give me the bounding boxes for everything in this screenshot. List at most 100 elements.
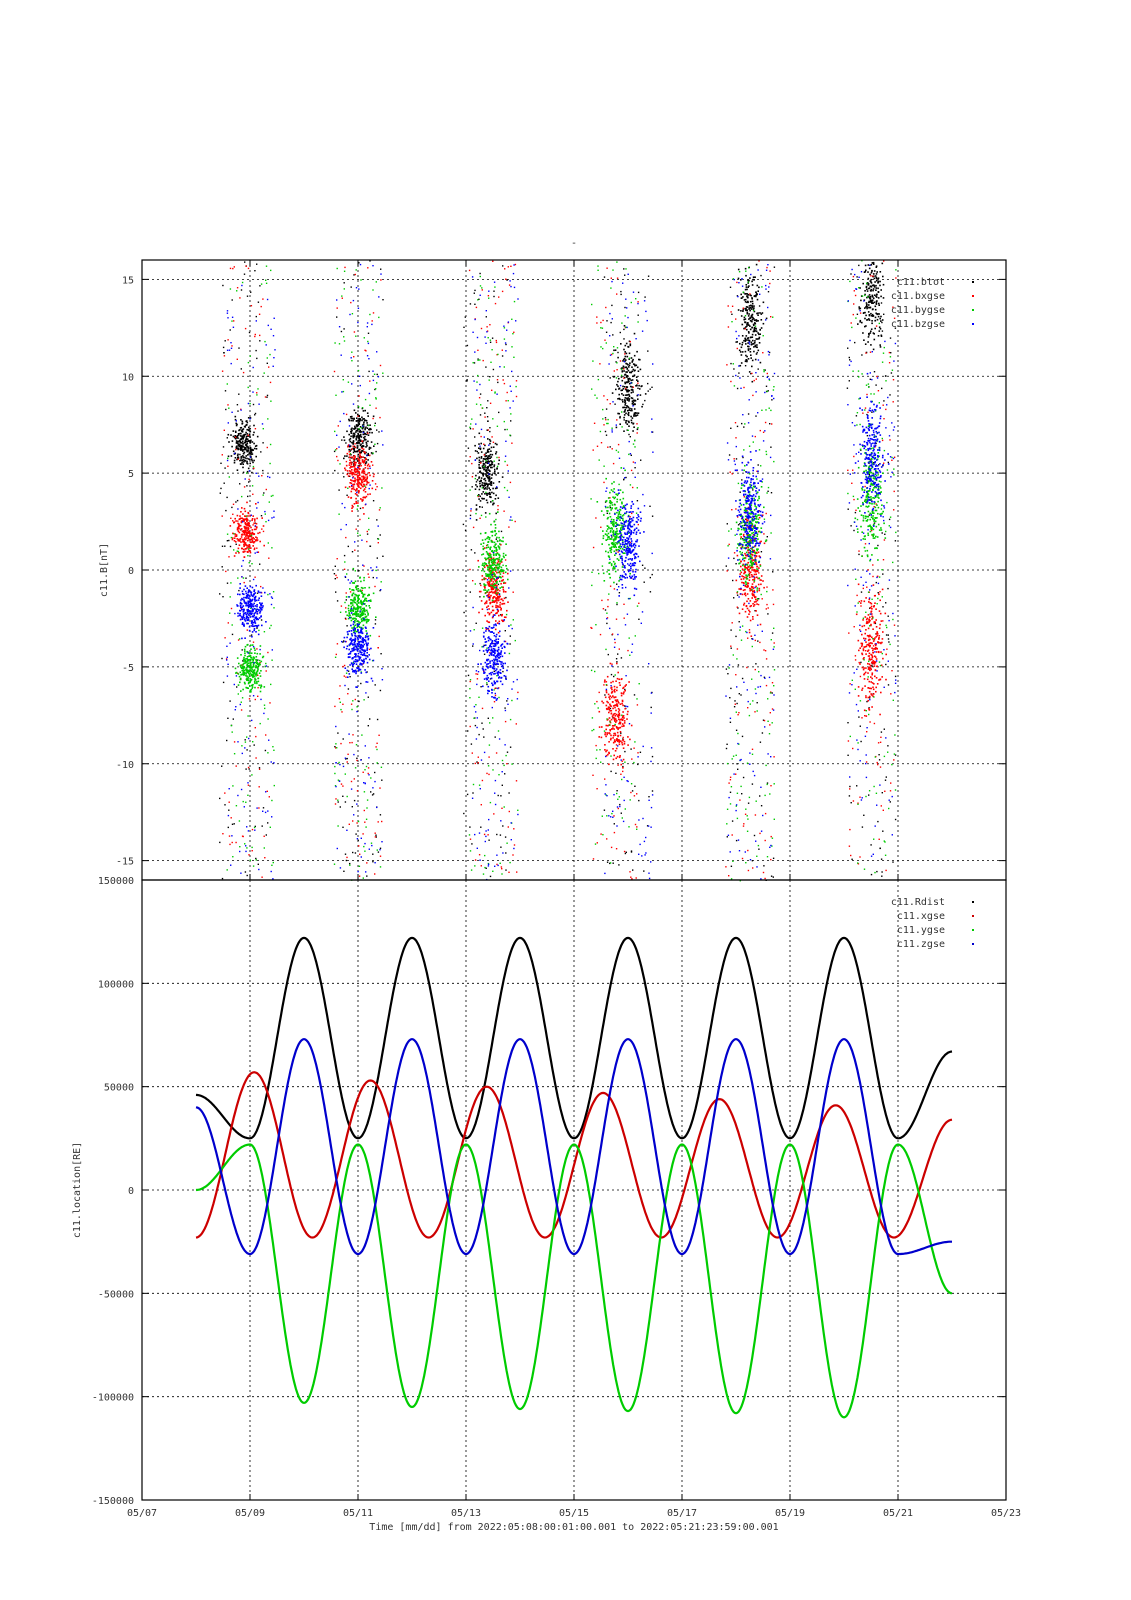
data-point bbox=[749, 294, 751, 296]
data-point bbox=[850, 273, 852, 275]
data-point bbox=[224, 804, 226, 806]
data-point bbox=[859, 312, 862, 314]
data-point bbox=[498, 599, 500, 601]
data-point bbox=[735, 508, 737, 510]
data-point bbox=[871, 656, 874, 658]
data-point bbox=[739, 573, 741, 575]
data-point bbox=[261, 825, 263, 827]
data-point bbox=[749, 325, 751, 327]
data-point bbox=[247, 530, 250, 533]
data-point bbox=[341, 295, 343, 297]
data-point bbox=[866, 296, 868, 299]
data-point bbox=[239, 442, 242, 444]
data-point bbox=[361, 500, 364, 502]
data-point bbox=[254, 547, 256, 549]
data-point bbox=[873, 284, 875, 286]
data-point bbox=[258, 662, 261, 665]
data-point bbox=[252, 493, 254, 495]
data-point bbox=[866, 621, 868, 623]
data-point bbox=[631, 512, 633, 515]
data-point bbox=[489, 652, 491, 654]
data-point bbox=[495, 620, 497, 622]
data-point bbox=[611, 663, 613, 665]
data-point bbox=[755, 353, 758, 355]
data-point bbox=[219, 593, 221, 595]
data-point bbox=[239, 446, 242, 449]
data-point bbox=[239, 449, 242, 451]
data-point bbox=[372, 793, 375, 795]
data-point bbox=[246, 644, 248, 646]
data-point bbox=[613, 728, 615, 730]
data-point bbox=[878, 637, 880, 639]
data-point bbox=[634, 399, 637, 402]
data-point bbox=[243, 434, 245, 437]
data-point bbox=[249, 664, 251, 667]
data-point bbox=[730, 629, 732, 631]
data-point bbox=[746, 355, 748, 358]
data-point bbox=[362, 470, 365, 473]
data-point bbox=[773, 642, 775, 644]
data-point bbox=[357, 532, 359, 534]
data-point bbox=[495, 339, 497, 342]
data-point bbox=[377, 542, 379, 544]
data-point bbox=[494, 580, 497, 583]
data-point bbox=[884, 612, 887, 615]
data-point bbox=[740, 354, 743, 356]
data-point bbox=[221, 765, 223, 767]
data-point bbox=[754, 576, 756, 579]
data-point bbox=[495, 451, 498, 453]
data-point bbox=[354, 481, 356, 483]
data-point bbox=[626, 371, 628, 373]
data-point bbox=[483, 833, 486, 836]
data-point bbox=[337, 801, 339, 803]
data-point bbox=[744, 365, 747, 367]
data-point bbox=[359, 448, 361, 451]
data-point bbox=[378, 734, 380, 736]
data-point bbox=[352, 437, 355, 439]
data-point bbox=[742, 578, 745, 580]
data-point bbox=[487, 456, 489, 459]
data-point bbox=[869, 638, 871, 641]
data-point bbox=[352, 734, 354, 736]
data-point bbox=[338, 513, 340, 515]
data-point bbox=[859, 663, 861, 665]
data-point bbox=[351, 708, 353, 711]
data-point bbox=[250, 534, 253, 537]
data-point bbox=[628, 395, 631, 397]
data-point bbox=[354, 767, 357, 769]
data-point bbox=[236, 528, 239, 531]
data-point bbox=[736, 648, 739, 650]
data-point bbox=[234, 437, 237, 440]
data-point bbox=[759, 429, 761, 432]
data-point bbox=[233, 753, 236, 755]
data-point bbox=[867, 271, 869, 273]
data-point bbox=[256, 627, 258, 629]
data-point bbox=[738, 693, 740, 695]
data-point bbox=[361, 480, 363, 483]
data-point bbox=[231, 633, 234, 636]
data-point bbox=[223, 482, 225, 484]
data-point bbox=[621, 399, 623, 401]
data-point bbox=[762, 301, 765, 304]
data-point bbox=[255, 455, 257, 458]
data-point bbox=[379, 416, 381, 419]
data-point bbox=[753, 310, 756, 313]
data-point bbox=[355, 468, 358, 470]
data-point bbox=[736, 425, 739, 428]
data-point bbox=[631, 379, 634, 381]
data-point bbox=[357, 485, 359, 488]
data-point bbox=[494, 600, 496, 602]
data-point bbox=[741, 575, 743, 577]
data-point bbox=[480, 472, 483, 474]
data-point bbox=[262, 807, 265, 809]
data-point bbox=[355, 528, 357, 530]
data-point bbox=[746, 323, 748, 325]
data-point bbox=[359, 534, 361, 536]
data-point bbox=[615, 757, 617, 760]
data-point bbox=[246, 533, 248, 536]
data-point bbox=[250, 450, 253, 452]
data-point bbox=[247, 450, 249, 452]
data-point bbox=[357, 502, 359, 504]
data-point bbox=[258, 684, 260, 687]
data-point bbox=[869, 378, 871, 380]
